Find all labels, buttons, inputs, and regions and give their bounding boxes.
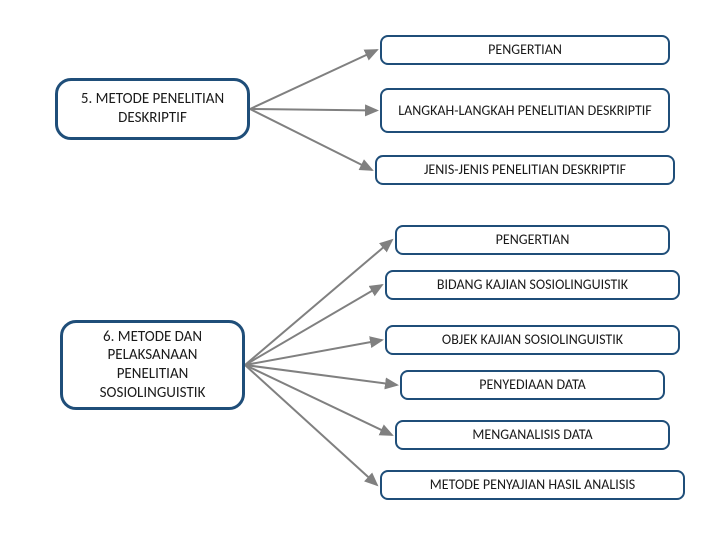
node-label: PENGERTIAN [488,41,562,59]
node-label: BIDANG KAJIAN SOSIOLINGUISTIK [437,276,628,294]
node-s1: PENGERTIAN [380,35,670,65]
node-label: LANGKAH-LANGKAH PENELITIAN DESKRIPTIF [398,102,651,120]
node-label: METODE PENYAJIAN HASIL ANALISIS [430,476,635,494]
arrow-m5-s3 [250,109,372,170]
arrow-m6-s9 [245,365,377,485]
node-label: OBJEK KAJIAN SOSIOLINGUISTIK [442,331,623,349]
node-m5: 5. METODE PENELITIAN DESKRIPTIF [55,78,250,140]
node-s3: JENIS-JENIS PENELITIAN DESKRIPTIF [375,155,675,185]
node-label: 5. METODE PENELITIAN DESKRIPTIF [66,90,239,128]
node-label: JENIS-JENIS PENELITIAN DESKRIPTIF [424,161,626,179]
arrow-m6-s5 [245,285,382,365]
arrow-m5-s2 [250,109,377,111]
node-s5: BIDANG KAJIAN SOSIOLINGUISTIK [385,270,680,300]
node-s6: OBJEK KAJIAN SOSIOLINGUISTIK [385,325,680,355]
node-label: MENGANALISIS DATA [472,426,592,444]
node-label: 6. METODE DAN PELAKSANAAN PENELITIAN SOS… [71,328,234,403]
node-s7: PENYEDIAAN DATA [400,370,665,400]
node-s2: LANGKAH-LANGKAH PENELITIAN DESKRIPTIF [380,88,670,133]
node-label: PENGERTIAN [496,231,570,249]
node-label: PENYEDIAAN DATA [479,376,586,394]
arrow-m6-s8 [245,365,392,435]
arrow-m6-s4 [245,240,392,365]
node-s4: PENGERTIAN [395,225,670,255]
arrow-m6-s6 [245,340,382,365]
node-m6: 6. METODE DAN PELAKSANAAN PENELITIAN SOS… [60,320,245,410]
arrow-m5-s1 [250,50,377,109]
node-s8: MENGANALISIS DATA [395,420,670,450]
node-s9: METODE PENYAJIAN HASIL ANALISIS [380,470,685,500]
arrow-m6-s7 [245,365,397,385]
